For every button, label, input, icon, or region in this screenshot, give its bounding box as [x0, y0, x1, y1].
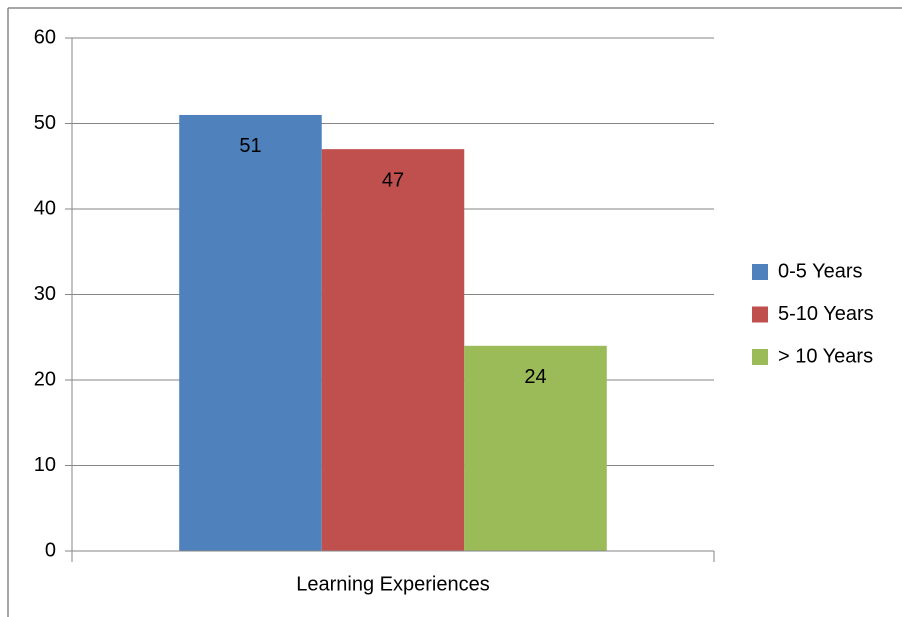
legend-swatch: [752, 264, 768, 280]
x-tick-label: Learning Experiences: [296, 573, 489, 595]
legend-label: 0-5 Years: [778, 260, 863, 282]
data-label: 24: [524, 366, 546, 388]
y-tick-label: 60: [34, 26, 56, 48]
legend-label: > 10 Years: [778, 345, 873, 367]
bar: [464, 345, 607, 551]
y-tick-label: 10: [34, 454, 56, 476]
y-tick-label: 20: [34, 368, 56, 390]
data-label: 51: [239, 135, 261, 157]
y-tick-label: 50: [34, 112, 56, 134]
legend-label: 5-10 Years: [778, 303, 874, 325]
legend-swatch: [752, 349, 768, 365]
y-tick-label: 30: [34, 283, 56, 305]
legend-swatch: [752, 306, 768, 323]
bar: [179, 114, 322, 551]
y-tick-label: 40: [34, 197, 56, 219]
y-tick-label: 0: [45, 539, 56, 561]
bar: [321, 149, 465, 551]
data-label: 47: [382, 169, 404, 191]
